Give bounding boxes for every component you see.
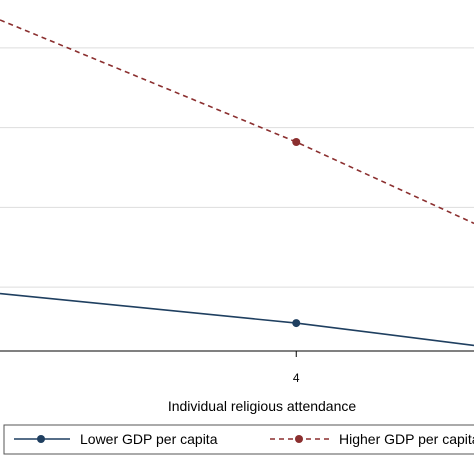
x-tick-label-0: 4 [293, 371, 300, 385]
series-1-point-1 [292, 137, 301, 146]
series-line-1 [0, 19, 474, 225]
x-axis-title: Individual religious attendance [168, 398, 357, 414]
series-0-point-1 [292, 319, 301, 328]
series-layer [0, 19, 474, 347]
legend-box [3, 424, 474, 455]
legend-label-higher-gdp: Higher GDP per capita [339, 431, 474, 447]
gridlines [0, 47, 474, 288]
x-axis: 4 [0, 350, 474, 385]
legend-marker-lower-gdp [37, 435, 45, 443]
series-line-0 [0, 292, 474, 347]
legend-marker-higher-gdp [295, 435, 303, 443]
legend: Lower GDP per capita Higher GDP per capi… [3, 424, 474, 455]
legend-label-lower-gdp: Lower GDP per capita [80, 431, 218, 447]
